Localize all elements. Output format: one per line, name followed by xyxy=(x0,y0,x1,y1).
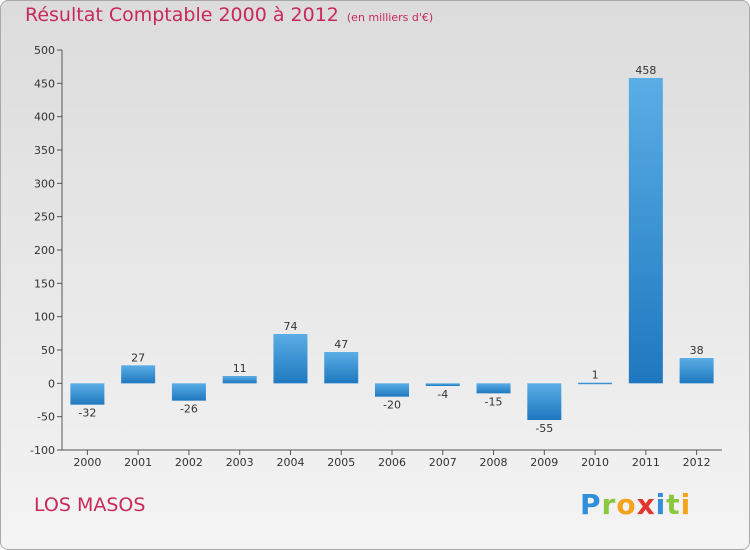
y-tick-label: -100 xyxy=(30,444,55,457)
y-tick-label: 400 xyxy=(34,111,55,124)
x-tick-label: 2012 xyxy=(683,456,711,469)
x-tick-label: 2000 xyxy=(73,456,101,469)
logo-letter: o xyxy=(616,488,637,521)
data-label: -4 xyxy=(437,388,448,401)
x-tick-label: 2001 xyxy=(124,456,152,469)
logo-letter: i xyxy=(680,488,692,521)
commune-name: LOS MASOS xyxy=(34,494,146,516)
x-tick-label: 2004 xyxy=(276,456,304,469)
proxiti-logo: Proxiti xyxy=(580,488,691,521)
x-tick-label: 2010 xyxy=(581,456,609,469)
chart-title-text: Résultat Comptable 2000 à 2012 xyxy=(25,4,339,26)
y-tick-label: 200 xyxy=(34,244,55,257)
data-label: 1 xyxy=(592,369,599,382)
data-label: 47 xyxy=(334,338,348,351)
x-tick-label: 2009 xyxy=(530,456,558,469)
data-label: -15 xyxy=(485,395,503,408)
logo-letter: i xyxy=(655,488,667,521)
x-tick-label: 2005 xyxy=(327,456,355,469)
bar-2001 xyxy=(121,365,156,384)
y-tick-label: 300 xyxy=(34,177,55,190)
logo-letter: t xyxy=(666,488,681,521)
y-tick-label: 500 xyxy=(34,44,55,57)
y-tick-label: 50 xyxy=(41,344,55,357)
bar-2006 xyxy=(375,383,409,397)
data-label: 458 xyxy=(635,64,656,77)
bar-2008 xyxy=(476,383,511,394)
chart-subtitle: (en milliers d'€) xyxy=(346,11,434,24)
y-tick-label: 100 xyxy=(34,311,55,324)
y-tick-label: 450 xyxy=(34,77,55,90)
data-label: 74 xyxy=(283,320,297,333)
bar-2002 xyxy=(171,383,206,401)
y-tick-label: -50 xyxy=(37,411,55,424)
logo-letter: x xyxy=(636,488,656,521)
x-tick-label: 2007 xyxy=(429,456,457,469)
data-label: -32 xyxy=(78,407,96,420)
bar-2003 xyxy=(222,376,257,384)
data-label: 11 xyxy=(233,362,247,375)
bar-2010 xyxy=(578,382,613,385)
bar-2005 xyxy=(324,352,359,384)
x-tick-label: 2006 xyxy=(378,456,406,469)
bar-2007 xyxy=(425,383,460,386)
y-tick-label: 0 xyxy=(48,377,55,390)
y-tick-label: 250 xyxy=(34,211,55,224)
x-tick-label: 2003 xyxy=(226,456,254,469)
data-label: -55 xyxy=(535,422,553,435)
x-tick-label: 2008 xyxy=(480,456,508,469)
bar-2009 xyxy=(527,383,562,420)
bar-2000 xyxy=(70,383,105,405)
bar-2004 xyxy=(273,334,308,384)
bar-2011 xyxy=(628,78,663,384)
y-tick-label: 150 xyxy=(34,277,55,290)
logo-letter: r xyxy=(601,488,617,521)
logo-letter: P xyxy=(580,488,602,521)
bar-2012 xyxy=(679,358,714,384)
data-label: -26 xyxy=(180,403,198,416)
data-label: 27 xyxy=(131,351,145,364)
chart-title: Résultat Comptable 2000 à 2012 (en millie… xyxy=(25,4,433,26)
data-label: 38 xyxy=(690,344,704,357)
x-tick-label: 2011 xyxy=(632,456,660,469)
y-tick-label: 350 xyxy=(34,144,55,157)
x-tick-label: 2002 xyxy=(175,456,203,469)
data-label: -20 xyxy=(383,399,401,412)
